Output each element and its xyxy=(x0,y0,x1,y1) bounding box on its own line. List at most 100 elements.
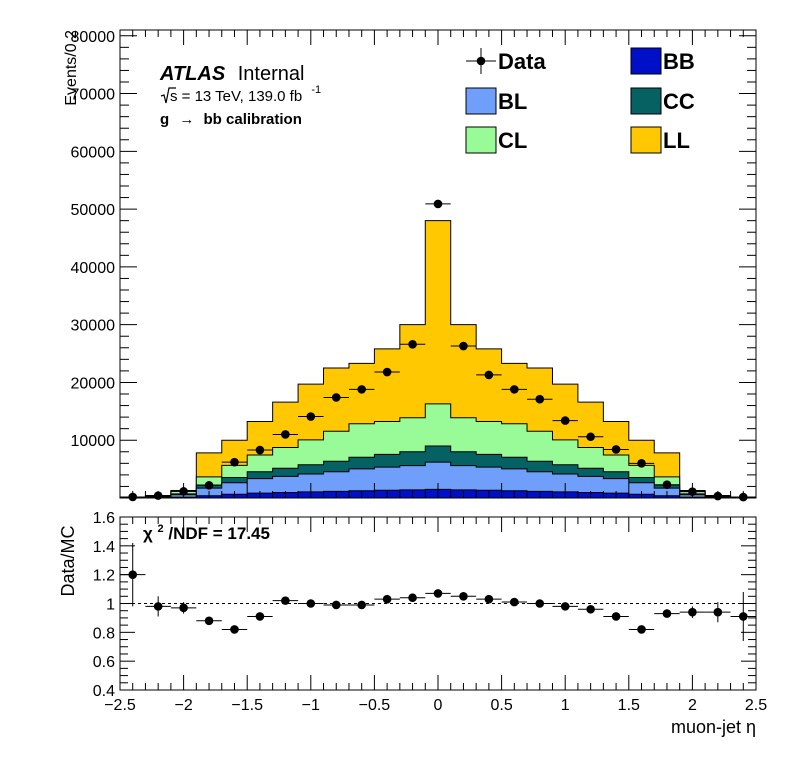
legend-label: LL xyxy=(663,128,690,153)
ratio-point xyxy=(586,604,595,614)
y-axis-label: Events/0.2 xyxy=(63,30,80,106)
x-tick-label: −1 xyxy=(302,697,320,714)
ratio-point xyxy=(535,599,545,608)
legend-item-bb: BB xyxy=(630,47,695,75)
x-tick-label: −2.5 xyxy=(104,697,136,714)
ratio-y-tick-label: 1.6 xyxy=(93,510,115,527)
arrow-glyph: → xyxy=(179,111,194,128)
calibration-gluon: g xyxy=(160,111,169,128)
data-point xyxy=(255,445,265,455)
legend-swatch xyxy=(465,87,497,115)
ratio-point xyxy=(281,596,290,605)
ratio-y-tick-label: 0.4 xyxy=(93,683,115,700)
data-point xyxy=(535,394,545,404)
ratio-point xyxy=(204,616,214,626)
legend-label: Data xyxy=(498,49,546,74)
bottom-axis-ticks: 0.4 0.6 0.8 1 1.2 1.4 1.6 −2.5 −2 −1.5 −1 −0.5 0 0.5 1… xyxy=(93,510,767,714)
ratio-point xyxy=(637,625,646,634)
energy-lumi-label: s = 13 TeV, 139.0 fb -1 xyxy=(170,84,321,105)
ratio-point xyxy=(688,607,697,617)
top-axis-ticks: 10000 20000 30000 40000 50000 60000 70000 80000 xyxy=(71,29,757,498)
legend-label: BB xyxy=(663,49,695,74)
legend-item-cl: CL xyxy=(465,126,527,154)
atlas-label: ATLAS Internal xyxy=(159,63,304,85)
x-tick-label: 0 xyxy=(434,697,443,714)
chi2-exponent: 2 xyxy=(158,523,164,535)
sqrt-sign xyxy=(160,87,176,104)
ratio-point xyxy=(408,593,417,603)
data-point xyxy=(637,459,646,468)
x-tick-label: −0.5 xyxy=(359,697,391,714)
ratio-point xyxy=(713,607,723,617)
legend-label: CC xyxy=(663,89,695,114)
atlas-internal-text: Internal xyxy=(238,63,305,85)
ratio-y-tick-label: 1 xyxy=(106,597,115,614)
y-tick-label: 40000 xyxy=(71,260,116,277)
data-point xyxy=(611,445,621,454)
data-point xyxy=(382,367,392,377)
x-axis-label: muon-jet η xyxy=(671,717,756,737)
legend: Data BB BL CC CL LL xyxy=(465,47,695,154)
ratio-y-tick-label: 0.6 xyxy=(93,654,115,671)
data-point xyxy=(662,480,672,490)
ratio-point xyxy=(459,591,468,601)
data-point xyxy=(408,340,417,349)
legend-item-bl: BL xyxy=(465,87,527,115)
ratio-point xyxy=(510,597,519,607)
legend-swatch xyxy=(630,126,662,154)
distribution-panel: 10000 20000 30000 40000 50000 60000 70000 80000… xyxy=(63,29,757,502)
y-tick-label: 80000 xyxy=(71,29,116,46)
legend-item-cc: CC xyxy=(630,87,695,115)
ratio-point xyxy=(560,602,570,611)
legend-label: BL xyxy=(498,89,527,114)
ratio-y-label: Data/MC xyxy=(58,525,78,596)
ratio-point xyxy=(433,589,443,598)
data-point xyxy=(281,430,290,439)
ratio-points xyxy=(120,542,756,641)
ratio-y-tick-label: 1.4 xyxy=(93,539,115,556)
ratio-point xyxy=(382,594,392,604)
lumi-exponent: -1 xyxy=(311,84,321,96)
ratio-point xyxy=(306,599,316,608)
data-point xyxy=(331,393,341,402)
data-point xyxy=(459,341,468,351)
stack-ll xyxy=(119,220,757,499)
x-tick-label: 2.5 xyxy=(745,697,767,714)
y-tick-label: 30000 xyxy=(71,318,116,335)
legend-label: CL xyxy=(498,128,527,153)
stacked-histograms xyxy=(119,220,757,499)
data-point xyxy=(510,385,519,394)
ratio-point xyxy=(153,602,163,611)
legend-swatch xyxy=(465,126,497,154)
x-tick-label: −1.5 xyxy=(231,697,263,714)
chi2-value: /NDF = 17.45 xyxy=(168,524,270,543)
ratio-point xyxy=(662,609,672,618)
legend-marker xyxy=(476,56,486,66)
data-point xyxy=(560,416,570,425)
data-point xyxy=(357,385,366,394)
ratio-y-tick-label: 0.8 xyxy=(93,625,115,642)
x-tick-label: 1.5 xyxy=(618,697,640,714)
legend-item-data: Data xyxy=(466,48,546,74)
legend-swatch xyxy=(630,87,662,115)
stack-bl xyxy=(119,461,757,499)
ratio-point xyxy=(230,625,239,634)
data-point xyxy=(230,457,239,467)
calibration-bb: bb calibration xyxy=(204,111,302,128)
data-point xyxy=(306,412,316,421)
y-tick-label: 70000 xyxy=(71,87,116,104)
ratio-point xyxy=(484,594,494,604)
chi2-symbol: χ xyxy=(143,524,153,543)
data-point xyxy=(484,370,494,380)
ratio-point xyxy=(357,600,366,610)
y-tick-label: 60000 xyxy=(71,144,116,161)
ratio-point xyxy=(255,612,265,621)
x-tick-label: 2 xyxy=(688,697,697,714)
x-tick-label: −2 xyxy=(174,697,192,714)
y-tick-label: 50000 xyxy=(71,202,116,219)
ratio-point xyxy=(179,603,188,613)
ratio-panel: 0.4 0.6 0.8 1 1.2 1.4 1.6 −2.5 −2 −1.5 −1 −0.5 0 0.5 1… xyxy=(58,510,767,737)
x-tick-label: 0.5 xyxy=(490,697,512,714)
legend-item-ll: LL xyxy=(630,126,690,154)
